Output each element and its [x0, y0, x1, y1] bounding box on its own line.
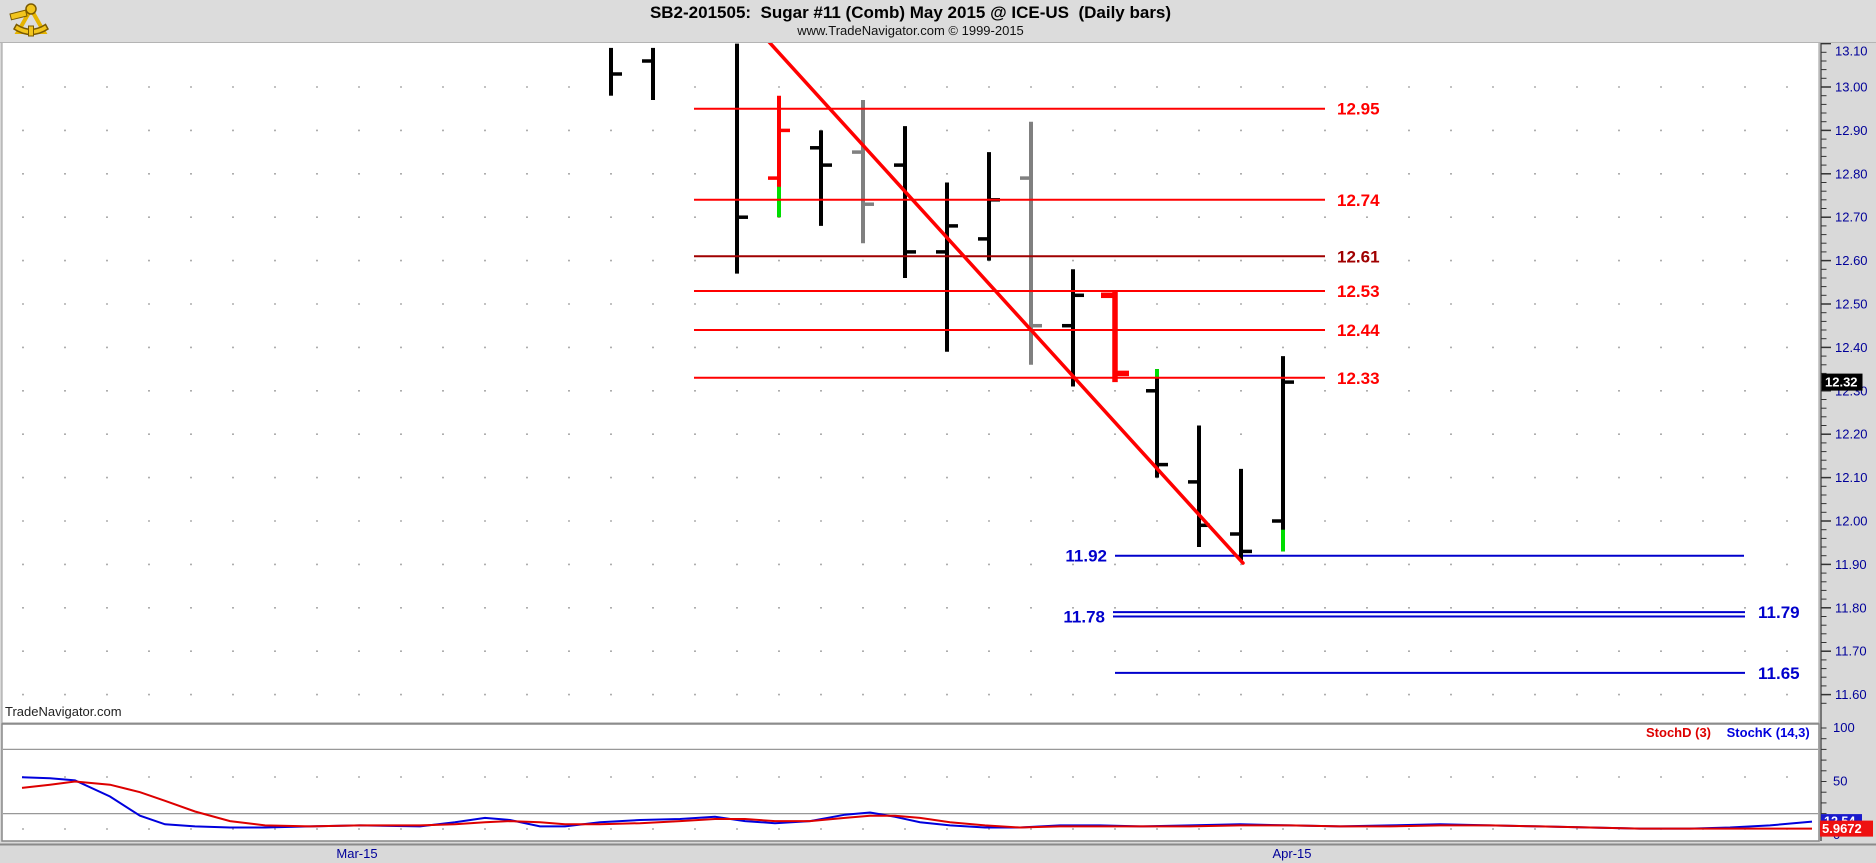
chart-subtitle: www.TradeNavigator.com © 1999-2015: [797, 23, 1024, 38]
svg-text:13.10: 13.10: [1835, 44, 1868, 59]
ohlc-bars[interactable]: [609, 43, 1294, 561]
resistance-level-lines[interactable]: 12.95 12.74 12.61 12.53 12.44 12.33: [694, 100, 1380, 388]
svg-text:11.90: 11.90: [1835, 557, 1867, 572]
grid-dots: [22, 86, 1788, 830]
support-level-lines[interactable]: 11.92 11.79 11.78 11.65: [1063, 547, 1799, 683]
svg-text:11.65: 11.65: [1758, 664, 1800, 683]
svg-text:12.32: 12.32: [1825, 375, 1858, 390]
svg-text:12.70: 12.70: [1835, 210, 1868, 225]
svg-text:13.00: 13.00: [1835, 80, 1868, 95]
stochastic-legend: StochD (3) StochK (14,3): [1646, 725, 1810, 740]
svg-text:Apr-15: Apr-15: [1272, 846, 1311, 861]
legend-stochd[interactable]: StochD (3): [1646, 725, 1711, 740]
svg-text:11.92: 11.92: [1065, 547, 1107, 566]
legend-stochk[interactable]: StochK (14,3): [1726, 725, 1810, 740]
downtrend-line[interactable]: [767, 40, 1245, 565]
svg-text:12.80: 12.80: [1835, 166, 1868, 181]
svg-text:12.74: 12.74: [1337, 191, 1380, 210]
svg-text:50: 50: [1833, 774, 1847, 789]
date-axis[interactable]: Mar-15 Apr-15: [336, 846, 1311, 861]
stochastic-axis[interactable]: 10050012.545.9672: [1820, 720, 1873, 842]
svg-text:11.60: 11.60: [1835, 687, 1867, 702]
chart-title: SB2-201505: Sugar #11 (Comb) May 2015 @ …: [649, 3, 1172, 22]
tradenavigator-logo-icon[interactable]: [8, 2, 54, 40]
svg-text:12.90: 12.90: [1835, 123, 1868, 138]
watermark-text: TradeNavigator.com: [5, 704, 122, 719]
svg-text:100: 100: [1833, 720, 1855, 735]
svg-text:12.20: 12.20: [1835, 427, 1868, 442]
svg-text:12.95: 12.95: [1337, 100, 1380, 119]
svg-text:11.78: 11.78: [1063, 608, 1105, 627]
price-axis[interactable]: 13.10 13.00 12.90 12.80 12.70 12.60 12.50 12.40…: [1820, 42, 1868, 841]
svg-text:11.79: 11.79: [1758, 603, 1800, 622]
svg-text:12.61: 12.61: [1337, 247, 1380, 266]
svg-text:12.50: 12.50: [1835, 297, 1868, 312]
svg-text:12.10: 12.10: [1835, 470, 1868, 485]
svg-text:5.9672: 5.9672: [1822, 821, 1862, 836]
svg-text:11.70: 11.70: [1835, 644, 1867, 659]
stochastic-pane: [3, 748, 1818, 830]
svg-text:12.40: 12.40: [1835, 340, 1868, 355]
svg-text:12.33: 12.33: [1337, 369, 1380, 388]
svg-text:Mar-15: Mar-15: [336, 846, 377, 861]
chart-header: SB2-201505: Sugar #11 (Comb) May 2015 @ …: [0, 0, 1876, 43]
svg-text:11.80: 11.80: [1835, 600, 1867, 615]
svg-text:12.53: 12.53: [1337, 282, 1380, 301]
svg-text:12.00: 12.00: [1835, 514, 1868, 529]
svg-text:12.60: 12.60: [1835, 253, 1868, 268]
svg-text:12.44: 12.44: [1337, 321, 1380, 340]
